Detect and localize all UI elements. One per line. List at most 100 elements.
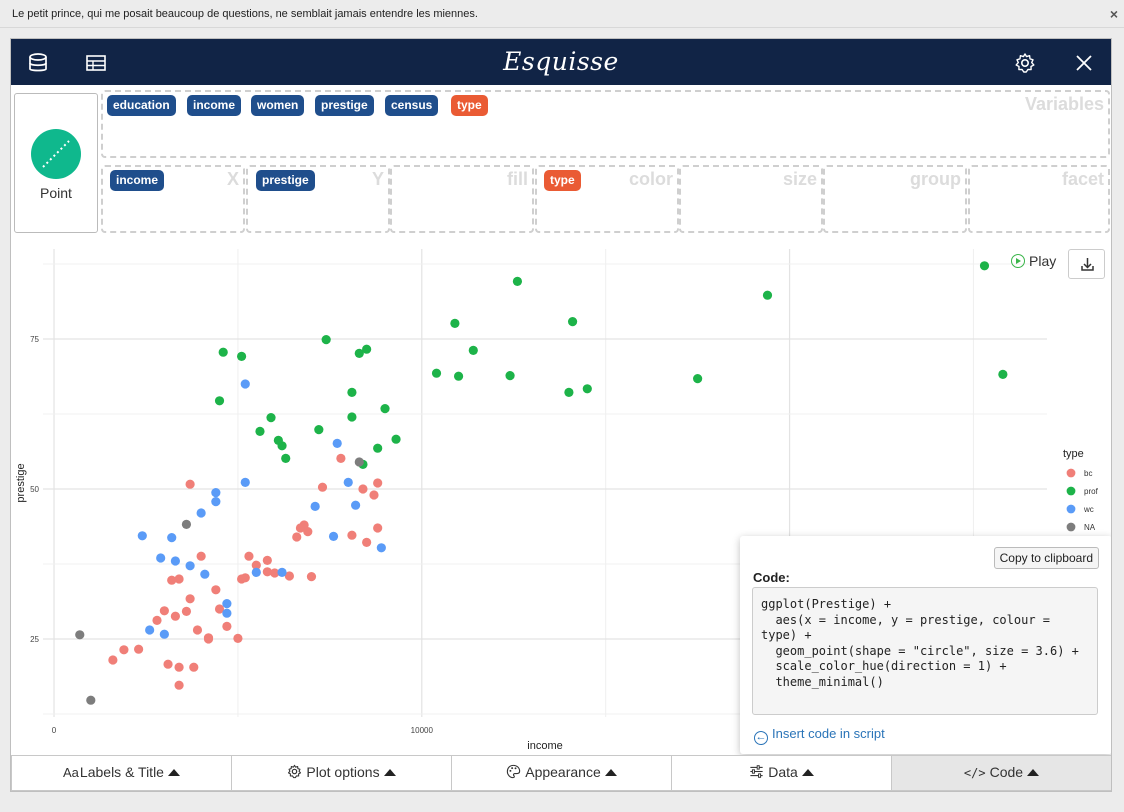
data-point-bc bbox=[211, 585, 221, 595]
data-point-prof bbox=[979, 261, 990, 271]
legend-key-wc bbox=[1066, 504, 1076, 514]
variable-badge-census[interactable]: census bbox=[385, 95, 439, 116]
data-button[interactable]: Data bbox=[671, 755, 892, 791]
x-badge-income[interactable]: income bbox=[110, 170, 165, 191]
facet-dropzone[interactable]: facet bbox=[968, 165, 1110, 233]
data-point-bc bbox=[244, 551, 254, 561]
data-point-wc bbox=[137, 531, 147, 541]
caret-up-icon bbox=[604, 769, 617, 776]
data-point-wc bbox=[343, 477, 353, 487]
geom-selector[interactable]: Point bbox=[14, 93, 98, 233]
code-block[interactable]: ggplot(Prestige) + aes(x = income, y = p… bbox=[752, 587, 1098, 715]
legend-key-bc bbox=[1066, 468, 1076, 478]
topbar: Le petit prince, qui me posait beaucoup … bbox=[0, 0, 1124, 28]
play-button[interactable]: Play bbox=[1011, 253, 1056, 269]
data-point-prof bbox=[218, 347, 228, 357]
data-point-bc bbox=[174, 662, 184, 672]
data-point-bc bbox=[270, 568, 280, 578]
variables-dropzone[interactable]: Variables education income women prestig… bbox=[101, 90, 1110, 158]
data-label: Data bbox=[768, 764, 798, 780]
data-point-bc bbox=[185, 479, 195, 489]
data-point-bc bbox=[233, 633, 243, 643]
data-point-bc bbox=[181, 606, 192, 616]
data-point-bc bbox=[240, 573, 250, 583]
data-point-prof bbox=[214, 396, 225, 406]
database-icon[interactable] bbox=[27, 52, 49, 74]
data-point-prof bbox=[391, 434, 401, 444]
data-point-bc bbox=[373, 523, 383, 533]
data-point-prof bbox=[347, 412, 357, 422]
x-dropzone[interactable]: X income bbox=[101, 165, 245, 233]
data-point-wc bbox=[145, 625, 155, 635]
data-point-prof bbox=[998, 369, 1008, 379]
variable-badge-prestige[interactable]: prestige bbox=[315, 95, 374, 116]
sliders-icon bbox=[750, 765, 763, 778]
legend-key-prof bbox=[1066, 486, 1076, 496]
data-point-prof bbox=[567, 317, 578, 327]
insert-code-link[interactable]: ← Insert code in script bbox=[754, 726, 885, 745]
data-point-bc bbox=[251, 560, 261, 570]
appearance-button[interactable]: Appearance bbox=[451, 755, 672, 791]
variable-badge-education[interactable]: education bbox=[107, 95, 176, 116]
y-dropzone[interactable]: Y prestige bbox=[246, 165, 390, 233]
code-panel: Copy to clipboard Code: ggplot(Prestige)… bbox=[740, 536, 1111, 754]
variable-badge-income[interactable]: income bbox=[187, 95, 242, 116]
fill-label: fill bbox=[507, 169, 528, 189]
legend-label-prof: prof bbox=[1084, 487, 1099, 496]
plot-options-button[interactable]: Plot options bbox=[231, 755, 452, 791]
data-point-bc bbox=[174, 574, 184, 584]
caret-up-icon bbox=[801, 769, 814, 776]
variable-badge-type[interactable]: type bbox=[451, 95, 488, 116]
fill-dropzone[interactable]: fill bbox=[390, 165, 534, 233]
download-icon bbox=[1081, 258, 1094, 271]
plot-options-label: Plot options bbox=[306, 764, 380, 780]
gear-icon bbox=[288, 764, 302, 779]
labels-title-button[interactable]: AaLabels & Title bbox=[11, 755, 232, 791]
y-label: Y bbox=[371, 169, 384, 189]
data-point-bc bbox=[185, 594, 195, 604]
data-point-prof bbox=[362, 344, 372, 354]
data-point-wc bbox=[200, 569, 210, 579]
gear-icon[interactable] bbox=[1014, 52, 1036, 74]
data-point-bc bbox=[159, 606, 169, 616]
y-badge-prestige[interactable]: prestige bbox=[256, 170, 315, 191]
data-point-prof bbox=[373, 443, 383, 453]
code-button[interactable]: </> Code bbox=[891, 755, 1111, 791]
y-axis-title: prestige bbox=[15, 463, 27, 502]
data-point-bc bbox=[358, 484, 368, 494]
close-icon[interactable]: × bbox=[1109, 6, 1118, 22]
data-point-bc bbox=[152, 615, 162, 625]
data-point-prof bbox=[512, 276, 523, 286]
x-tick-label: 10000 bbox=[411, 726, 434, 735]
y-tick-label: 25 bbox=[30, 635, 39, 644]
data-point-bc bbox=[284, 571, 295, 581]
data-point-prof bbox=[431, 368, 442, 378]
color-label: color bbox=[628, 169, 673, 189]
size-dropzone[interactable]: size bbox=[679, 165, 823, 233]
data-point-wc bbox=[277, 567, 287, 577]
data-point-bc bbox=[317, 482, 328, 492]
data-point-bc bbox=[373, 478, 383, 488]
copy-to-clipboard-button[interactable]: Copy to clipboard bbox=[993, 547, 1099, 569]
x-label: X bbox=[226, 169, 239, 189]
esquisse-window: Esquisse Point Variables education incom… bbox=[10, 38, 1112, 792]
page-title: Esquisse bbox=[503, 47, 619, 76]
variable-badge-women[interactable]: women bbox=[251, 95, 305, 116]
color-dropzone[interactable]: color type bbox=[535, 165, 679, 233]
insert-code-label: Insert code in script bbox=[772, 726, 885, 741]
legend-label-wc: wc bbox=[1083, 505, 1094, 514]
table-icon[interactable] bbox=[85, 52, 107, 74]
caret-up-icon bbox=[167, 769, 180, 776]
data-point-bc bbox=[336, 453, 346, 463]
close-window-icon[interactable] bbox=[1073, 52, 1095, 74]
color-badge-type[interactable]: type bbox=[544, 170, 581, 191]
data-point-bc bbox=[292, 532, 302, 542]
legend-title: type bbox=[1063, 448, 1084, 460]
download-button[interactable] bbox=[1068, 249, 1105, 279]
data-point-prof bbox=[450, 318, 460, 328]
font-icon: Aa bbox=[63, 765, 79, 780]
data-point-bc bbox=[119, 645, 129, 655]
data-point-wc bbox=[328, 531, 339, 541]
data-point-bc bbox=[295, 523, 306, 533]
group-dropzone[interactable]: group bbox=[823, 165, 967, 233]
